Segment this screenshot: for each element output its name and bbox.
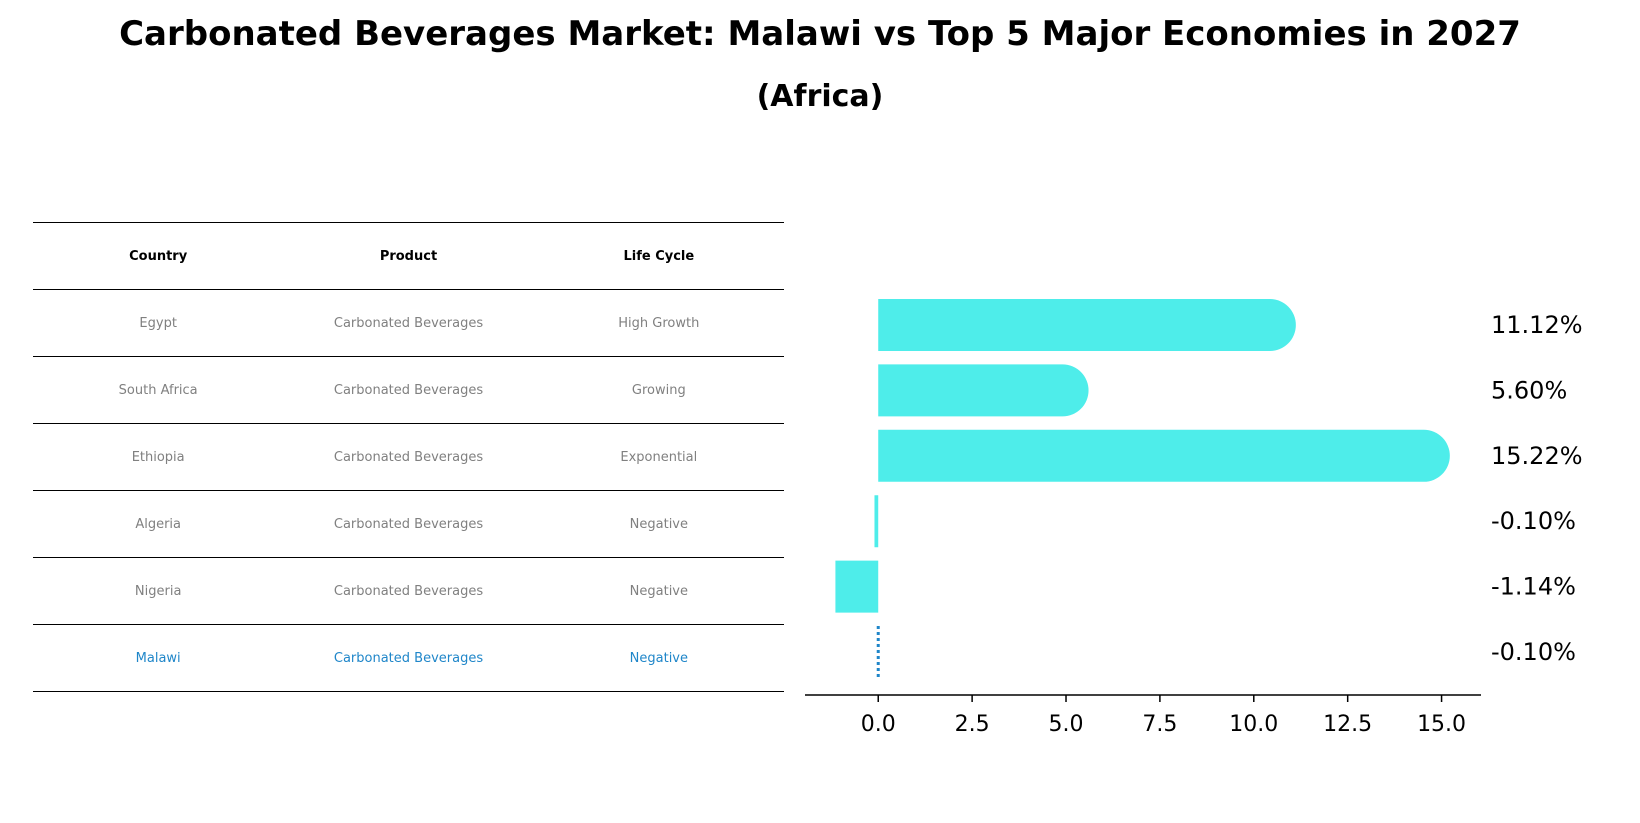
cell-country: Ethiopia — [33, 423, 284, 491]
value-label-ethiopia: 15.22% — [1491, 442, 1583, 470]
bar-egypt — [878, 299, 1296, 351]
table-row: Egypt Carbonated Beverages High Growth — [33, 289, 784, 357]
header-country: Country — [33, 222, 284, 290]
x-tick-label: 0.0 — [861, 712, 896, 737]
cell-life-cycle: Negative — [533, 557, 784, 625]
cell-product: Carbonated Beverages — [283, 356, 534, 424]
table-row: Ethiopia Carbonated Beverages Exponentia… — [33, 423, 784, 491]
bar-nigeria — [835, 560, 879, 613]
cell-product: Carbonated Beverages — [283, 289, 534, 357]
table-row: Algeria Carbonated Beverages Negative — [33, 490, 784, 558]
value-label-algeria: -0.10% — [1491, 507, 1576, 535]
cell-product: Carbonated Beverages — [283, 423, 534, 491]
table-row-highlight: Malawi Carbonated Beverages Negative — [33, 624, 784, 692]
cell-country: Algeria — [33, 490, 284, 558]
header-life-cycle: Life Cycle — [533, 222, 784, 290]
cell-product: Carbonated Beverages — [283, 490, 534, 558]
header-product: Product — [283, 222, 534, 290]
value-label-egypt: 11.12% — [1491, 311, 1583, 339]
table-row: Nigeria Carbonated Beverages Negative — [33, 557, 784, 625]
chart-title: Carbonated Beverages Market: Malawi vs T… — [119, 14, 1521, 54]
bar-south-africa — [878, 364, 1089, 417]
x-tick-label: 12.5 — [1323, 712, 1372, 737]
value-label-south-africa: 5.60% — [1491, 376, 1567, 404]
cell-life-cycle: High Growth — [533, 289, 784, 357]
cell-country: Malawi — [33, 624, 284, 692]
x-tick-label: 15.0 — [1417, 712, 1466, 737]
bar-algeria — [874, 495, 879, 548]
x-tick-label: 10.0 — [1229, 712, 1278, 737]
bar-ethiopia — [878, 429, 1450, 482]
chart-subtitle: (Africa) — [756, 79, 884, 114]
cell-country: South Africa — [33, 356, 284, 424]
table-header-row: Country Product Life Cycle — [33, 222, 784, 290]
x-tick-label: 7.5 — [1142, 712, 1177, 737]
cell-product: Carbonated Beverages — [283, 624, 534, 692]
cell-life-cycle: Exponential — [533, 423, 784, 491]
cell-life-cycle: Negative — [533, 624, 784, 692]
cell-country: Nigeria — [33, 557, 284, 625]
x-tick-label: 5.0 — [1049, 712, 1084, 737]
value-label-malawi: -0.10% — [1491, 638, 1576, 666]
x-tick-label: 2.5 — [955, 712, 990, 737]
value-label-nigeria: -1.14% — [1491, 573, 1576, 601]
cell-product: Carbonated Beverages — [283, 557, 534, 625]
life-cycle-table: Country Product Life Cycle Egypt Carbona… — [33, 222, 784, 692]
cell-life-cycle: Growing — [533, 356, 784, 424]
cell-life-cycle: Negative — [533, 490, 784, 558]
cell-country: Egypt — [33, 289, 284, 357]
table-row: South Africa Carbonated Beverages Growin… — [33, 356, 784, 424]
